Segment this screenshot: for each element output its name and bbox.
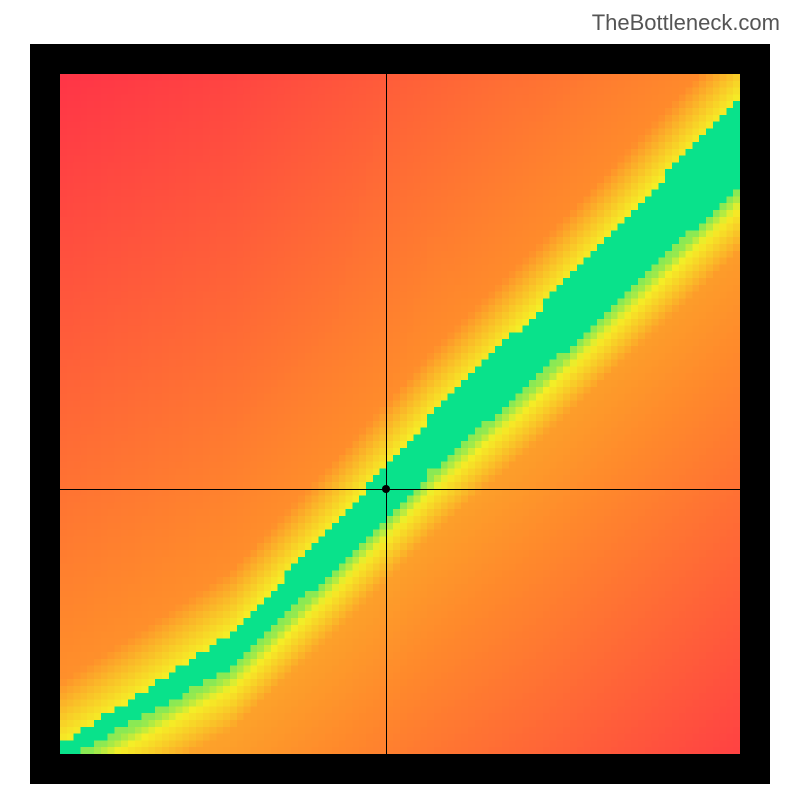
heatmap-plot [60, 74, 740, 754]
attribution-label: TheBottleneck.com [592, 10, 780, 36]
heatmap-canvas [60, 74, 740, 754]
crosshair-vertical [386, 74, 387, 754]
root-container: TheBottleneck.com [0, 0, 800, 800]
plot-frame [30, 44, 770, 784]
crosshair-marker [382, 485, 390, 493]
crosshair-horizontal [60, 489, 740, 490]
